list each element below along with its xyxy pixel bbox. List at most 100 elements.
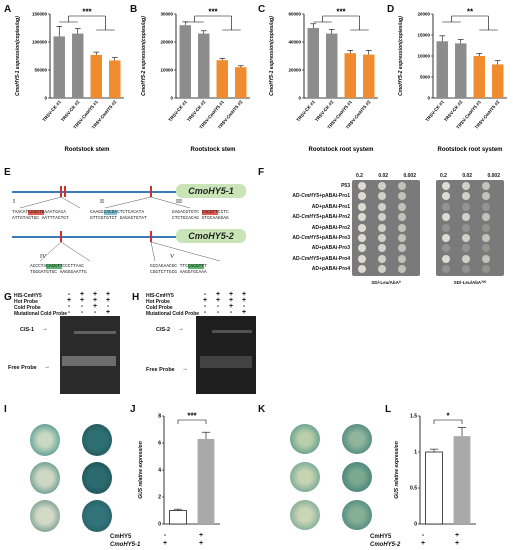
panel-label-c: C xyxy=(258,4,266,15)
yeast-spot xyxy=(378,192,386,201)
site-marker-1a xyxy=(60,186,62,197)
bar xyxy=(72,33,84,98)
emsa-sign: + xyxy=(241,297,247,304)
panel-label-e: E xyxy=(4,167,11,178)
seq-motif: CACGTT xyxy=(46,264,63,269)
y-axis-label: CmoHY5-2 expression(copies/ug) xyxy=(398,16,404,96)
seq-text: CTCTCACATA xyxy=(117,210,145,215)
promoter-line-1 xyxy=(12,191,192,193)
dilution-label: 0.02 xyxy=(462,173,473,179)
yeast-spot xyxy=(462,192,470,201)
yeast-spot xyxy=(482,234,490,242)
y-tick-label: 40000 xyxy=(288,40,301,45)
yeast-spot xyxy=(358,254,366,263)
y-tick-label: 1.5 xyxy=(410,414,417,420)
site-label-ii: II xyxy=(100,199,104,205)
yeast-spot xyxy=(462,223,470,232)
yeast-spot xyxy=(398,265,406,274)
leaf-disc xyxy=(30,424,60,456)
y1h-row-label: AD+pABAi-Pro4 xyxy=(262,266,350,272)
leaf-disc xyxy=(290,500,320,530)
arrow-icon: → xyxy=(44,364,50,370)
y1h-row-label: AD+pABAi-Pro1 xyxy=(262,204,350,210)
emsa-sign: - xyxy=(67,303,71,310)
seq-text: GCCAGAACGC TTC xyxy=(150,264,188,269)
y-tick-label: 0 xyxy=(44,96,47,101)
seq-text: CAAGC xyxy=(90,210,104,215)
row-label-gene: CmHY5 xyxy=(301,193,320,200)
yeast-spot xyxy=(482,202,490,211)
row-label-text: AD+pABAi-Pro3 xyxy=(311,245,350,252)
leaf-disc xyxy=(82,424,112,456)
yeast-spot xyxy=(398,244,406,253)
dilution-header-1: 0.2 0.02 0.002 xyxy=(356,173,416,179)
emsa-sign: + xyxy=(228,303,234,310)
bar xyxy=(473,56,485,98)
row-label-text: AD+pABAi-Pro2 xyxy=(311,224,350,231)
x-axis-label: Rootstock stem xyxy=(190,147,235,153)
chart-j: 0 2 4 6 8 *** GUS relative expression xyxy=(138,412,220,528)
arrow-icon: → xyxy=(178,326,184,332)
plate-caption-1: SD/-Leu/AbA⁰ xyxy=(371,280,401,285)
emsa-row-label: Hot Probe xyxy=(14,299,38,305)
leaf-disc xyxy=(30,462,60,494)
emsa-sign: + xyxy=(92,291,98,298)
y-tick-label: 0 xyxy=(158,522,161,528)
bar xyxy=(425,451,443,525)
y-tick-label: 2 xyxy=(158,495,161,501)
significance-stars: ** xyxy=(467,8,474,17)
yeast-spot xyxy=(398,182,406,190)
emsa-sign: + xyxy=(79,291,85,298)
bar xyxy=(198,33,210,98)
seq-text: GAGACGTGTC xyxy=(172,210,202,215)
panel-label-d: D xyxy=(387,4,395,15)
yeast-spot xyxy=(378,223,386,232)
y-axis-label: CmoHY5-2 expression(copies/ug) xyxy=(141,16,147,96)
seq-motif: CACGTT xyxy=(187,264,205,269)
y-axis-label: CmoHY5-1 expression(copies/ug) xyxy=(15,16,21,96)
emsa-sign: + xyxy=(66,297,72,304)
y-tick-label: 60000 xyxy=(288,12,301,17)
site-label-iii: III xyxy=(176,199,182,205)
seq-iv-top: ACCCTACACGTTCCCTTAAC xyxy=(30,264,84,270)
row-label-gene: CmHY5 xyxy=(301,255,320,262)
site-marker-1c xyxy=(150,186,152,197)
y-tick-label: 10000 xyxy=(417,54,430,59)
emsa-sign: + xyxy=(105,297,111,304)
yeast-spot xyxy=(482,265,490,274)
panel-label-g: G xyxy=(4,292,12,303)
y-tick-label: 6 xyxy=(158,441,161,447)
bar xyxy=(453,436,471,524)
yeast-spot xyxy=(482,254,490,263)
gel-image-g xyxy=(60,316,120,394)
yeast-spot xyxy=(462,254,470,263)
bar xyxy=(436,41,448,98)
panel-label-a: A xyxy=(4,4,12,15)
emsa-sign: + xyxy=(215,297,221,304)
yeast-spot xyxy=(358,223,366,232)
emsa-row-label: Cold Probe xyxy=(146,305,173,311)
yeast-spot xyxy=(378,244,386,253)
yeast-spot xyxy=(378,182,386,190)
cis-label-g: CIS-1 xyxy=(20,327,35,333)
y-tick-label: 50000 xyxy=(34,68,47,73)
dilution-label: 0.002 xyxy=(403,173,416,179)
yeast-spot xyxy=(462,213,470,222)
row-label-gene: CmHY5 xyxy=(301,214,320,221)
emsa-sign: - xyxy=(80,309,84,316)
sign-mark: + xyxy=(454,532,460,539)
seq-i-bottom: ATTGTAGTGC AATTTACTGT xyxy=(12,216,69,221)
sign-row-label: CmoHY5-2 xyxy=(370,542,401,548)
emsa-row-label: Mutational Cold Probe xyxy=(146,311,200,317)
row-label-text: AD+pABAi-Pro1 xyxy=(311,203,350,210)
seq-text: ACCCTA xyxy=(30,264,47,269)
bar xyxy=(90,54,102,98)
chart-l: 0 0.5 1 1.5 * GUS relative expression xyxy=(394,412,476,528)
yeast-spot xyxy=(378,234,386,242)
leaf-disc xyxy=(342,462,372,492)
significance-stars: *** xyxy=(336,8,346,17)
seq-motif: CACGTT xyxy=(201,210,218,215)
seq-ii-top: CAAGCCACGACTCTCACATA xyxy=(90,210,144,216)
y-tick-label: 20000 xyxy=(417,12,430,17)
